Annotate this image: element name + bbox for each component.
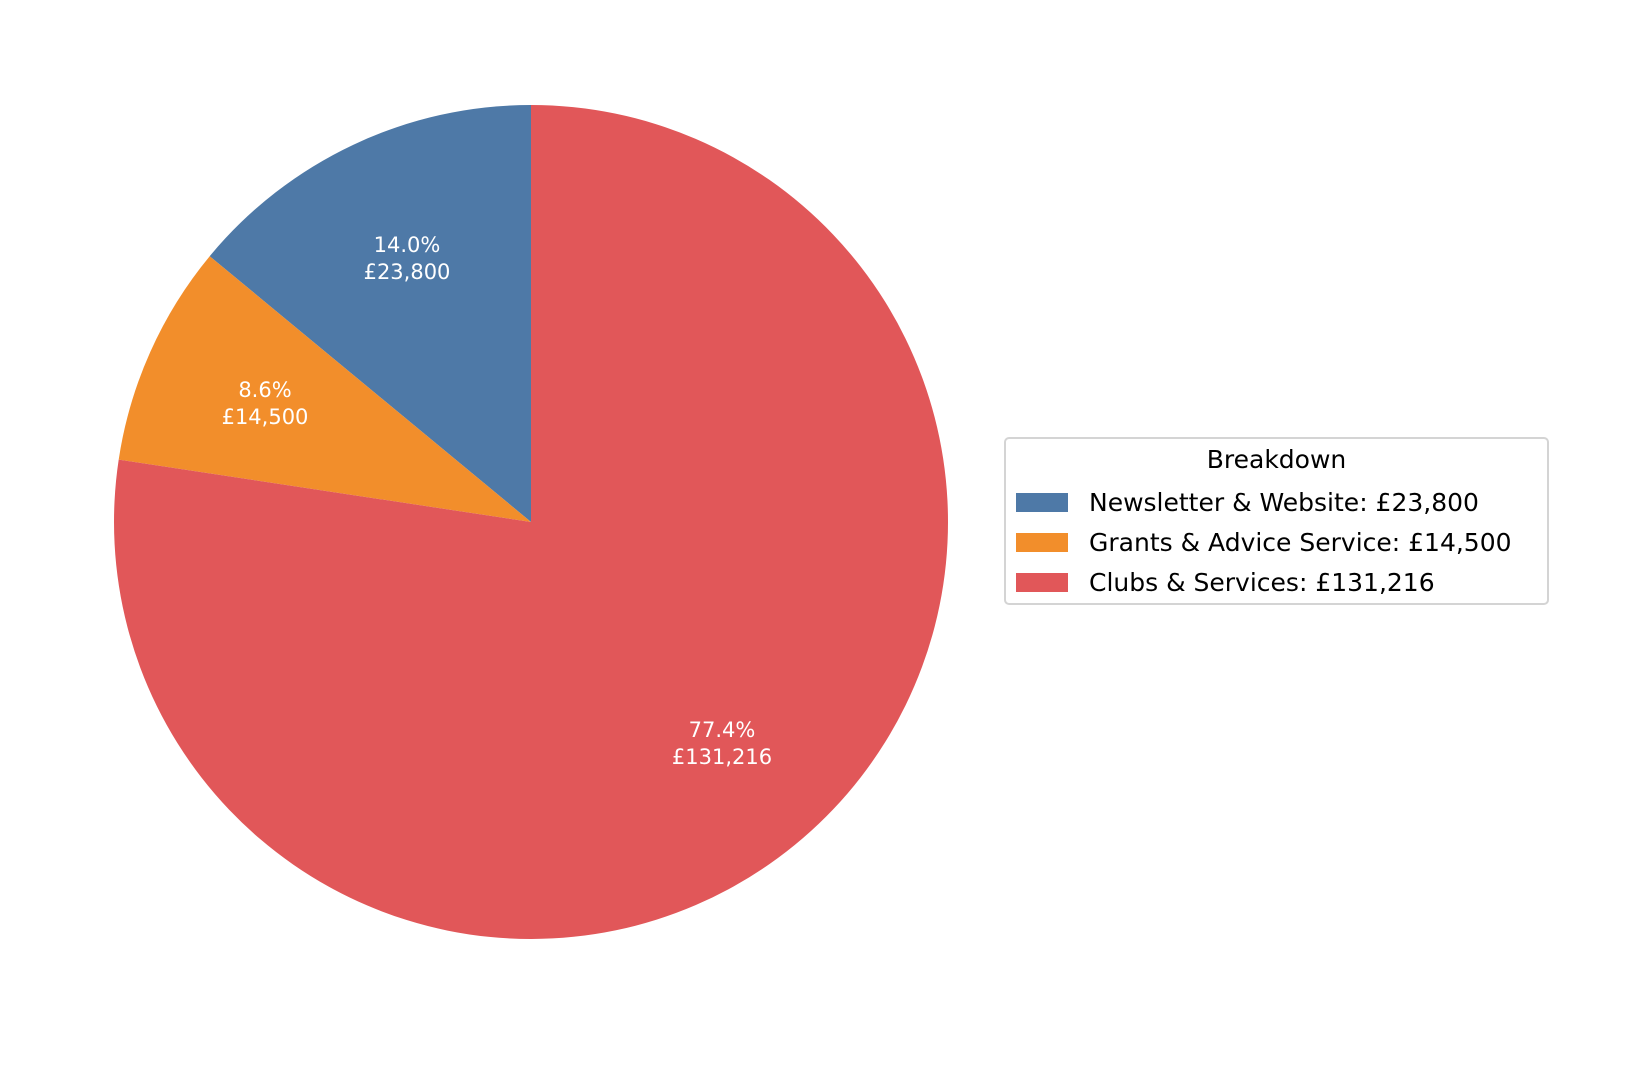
- legend-label: Newsletter & Website: £23,800: [1089, 487, 1479, 517]
- legend-item-clubs-services: Clubs & Services: £131,216: [1016, 567, 1435, 597]
- legend-item-newsletter-website: Newsletter & Website: £23,800: [1016, 487, 1479, 517]
- slice-clubs-services: [114, 105, 949, 939]
- legend-item-grants-advice-service: Grants & Advice Service: £14,500: [1016, 527, 1512, 557]
- slice-label-clubs-value: £131,216: [672, 745, 772, 769]
- slice-label-clubs-pct: 77.4%: [689, 718, 756, 742]
- slice-label-grants-pct: 8.6%: [238, 378, 291, 402]
- legend: Breakdown Newsletter & Website: £23,800 …: [1004, 437, 1549, 605]
- legend-swatch-red: [1016, 572, 1068, 592]
- legend-swatch-orange: [1016, 532, 1068, 552]
- slice-grants-advice-service: [118, 256, 531, 522]
- legend-label: Clubs & Services: £131,216: [1089, 567, 1435, 597]
- slice-label-newsletter-value: £23,800: [364, 260, 451, 284]
- legend-label: Grants & Advice Service: £14,500: [1089, 527, 1512, 557]
- legend-swatch-blue: [1016, 492, 1068, 512]
- slice-label-newsletter-pct: 14.0%: [374, 233, 441, 257]
- legend-title: Breakdown: [1206, 445, 1347, 474]
- slice-newsletter-website: [209, 105, 531, 522]
- slice-label-grants-value: £14,500: [222, 405, 309, 429]
